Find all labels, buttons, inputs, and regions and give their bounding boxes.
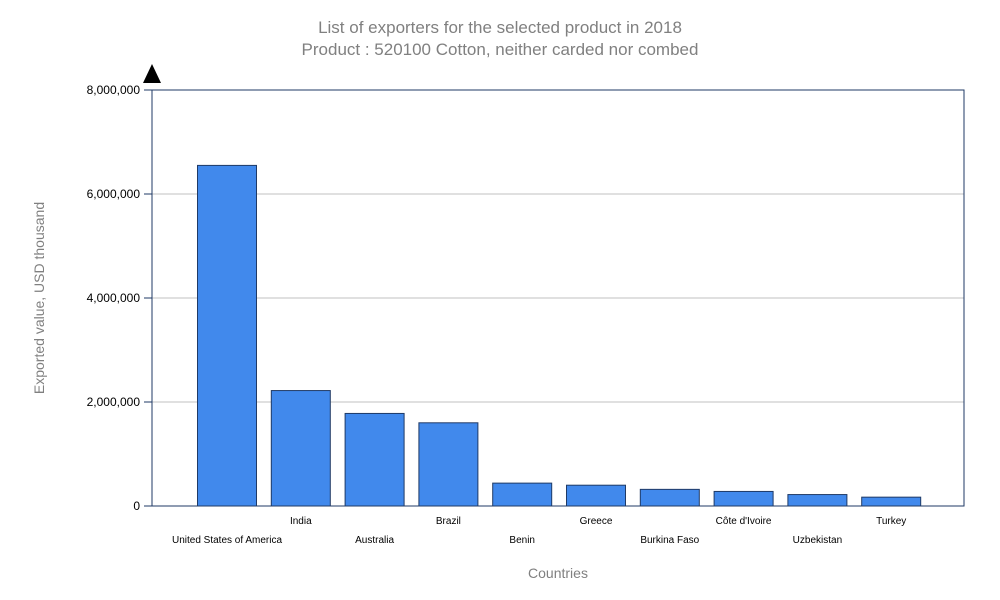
y-axis-ticks: 0 2,000,000 4,000,000 6,000,000 8,000,000	[87, 83, 152, 513]
bar[interactable]	[270, 390, 331, 507]
x-category-label: Turkey	[876, 516, 906, 527]
x-category-label: Côte d'Ivoire	[716, 516, 772, 527]
x-axis-categories: United States of America India Australia Br…	[172, 516, 906, 546]
y-tick-label: 4,000,000	[87, 291, 141, 305]
y-tick-label: 6,000,000	[87, 187, 141, 201]
x-category-label: Australia	[355, 535, 394, 546]
x-category-label: United States of America	[172, 535, 282, 546]
bar[interactable]	[861, 496, 922, 507]
chart-subtitle: Product : 520100 Cotton, neither carded …	[301, 40, 699, 59]
x-category-label: Benin	[509, 535, 535, 546]
x-category-label: India	[290, 516, 312, 527]
y-tick-label: 0	[133, 499, 140, 513]
x-category-label: Burkina Faso	[640, 535, 699, 546]
bar[interactable]	[492, 482, 553, 507]
y-tick-label: 2,000,000	[87, 395, 141, 409]
y-axis-arrow-icon	[143, 64, 161, 83]
bar[interactable]	[344, 412, 405, 507]
bar[interactable]	[197, 164, 257, 507]
x-category-label: Uzbekistan	[793, 535, 842, 546]
chart-title: List of exporters for the selected produ…	[318, 18, 682, 37]
bar[interactable]	[418, 422, 479, 507]
x-category-label: Greece	[580, 516, 613, 527]
x-category-label: Brazil	[436, 516, 461, 527]
y-tick-label: 8,000,000	[87, 83, 141, 97]
gridlines	[152, 193, 964, 403]
y-axis-label: Exported value, USD thousand	[31, 202, 47, 394]
bar[interactable]	[639, 488, 700, 507]
bar[interactable]	[787, 494, 848, 507]
bar[interactable]	[566, 484, 626, 507]
x-axis-label: Countries	[528, 565, 588, 581]
bar[interactable]	[713, 490, 774, 507]
bars	[197, 164, 922, 507]
